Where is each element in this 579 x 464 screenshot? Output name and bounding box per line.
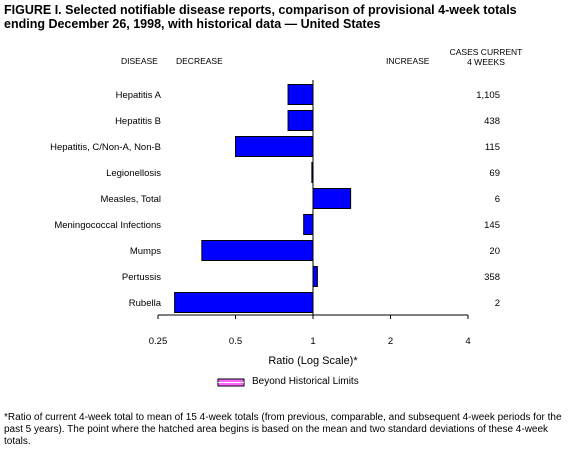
x-tick-label: 2 xyxy=(388,336,393,347)
cases-value: 358 xyxy=(484,272,500,283)
cases-value: 20 xyxy=(489,246,500,257)
ratio-bar xyxy=(174,292,314,313)
footnote: *Ratio of current 4-week total to mean o… xyxy=(4,412,572,448)
disease-ratio-chart: DISEASE DECREASE INCREASE CASES CURRENT … xyxy=(50,47,523,387)
category-label: Pertussis xyxy=(122,272,161,283)
x-tick-label: 0.25 xyxy=(149,336,168,347)
category-label: Meningococcal Infections xyxy=(54,220,161,231)
ratio-bar xyxy=(235,136,314,157)
x-tick-label: 0.5 xyxy=(229,336,242,347)
ratio-bar xyxy=(312,266,318,287)
cases-value: 6 xyxy=(495,194,500,205)
category-label: Legionellosis xyxy=(106,168,161,179)
cases-value: 69 xyxy=(489,168,500,179)
category-label: Hepatitis, C/Non-A, Non-B xyxy=(50,142,161,153)
category-label: Measles, Total xyxy=(100,194,161,205)
ratio-bar xyxy=(312,188,352,209)
header-decrease: DECREASE xyxy=(176,56,223,66)
figure-title: FIGURE I. Selected notifiable disease re… xyxy=(4,3,564,31)
ratio-bar xyxy=(201,240,314,261)
legend-label: Beyond Historical Limits xyxy=(252,376,359,387)
ratio-bar xyxy=(287,84,314,105)
chart-rows: Hepatitis A 1,105 Hepatitis B 438 Hepatitis,… xyxy=(50,84,500,313)
x-tick-label: 1 xyxy=(310,336,315,347)
footnote-marker: * xyxy=(4,412,8,423)
title-line-1: FIGURE I. Selected notifiable disease re… xyxy=(4,3,517,17)
x-axis-ticks: 0.25 0.5 1 2 4 xyxy=(149,315,471,347)
cases-value: 1,105 xyxy=(476,90,500,101)
header-increase: INCREASE xyxy=(386,56,430,66)
x-axis-label: Ratio (Log Scale)* xyxy=(268,355,358,367)
cases-value: 145 xyxy=(484,220,500,231)
cases-value: 2 xyxy=(495,298,500,309)
footnote-text: Ratio of current 4-week total to mean of… xyxy=(4,412,562,447)
header-cases-line-1: CASES CURRENT xyxy=(450,47,523,57)
x-tick-label: 4 xyxy=(465,336,470,347)
header-disease: DISEASE xyxy=(121,56,158,66)
ratio-bar xyxy=(303,214,314,235)
category-label: Hepatitis A xyxy=(116,90,162,101)
header-cases-line-2: 4 WEEKS xyxy=(467,57,505,67)
category-label: Mumps xyxy=(130,246,161,257)
cases-value: 438 xyxy=(484,116,500,127)
category-label: Hepatitis B xyxy=(115,116,161,127)
cases-value: 115 xyxy=(485,142,500,153)
ratio-bar xyxy=(287,110,314,131)
title-line-2: ending December 26, 1998, with historica… xyxy=(4,17,381,31)
category-label: Rubella xyxy=(129,298,162,309)
